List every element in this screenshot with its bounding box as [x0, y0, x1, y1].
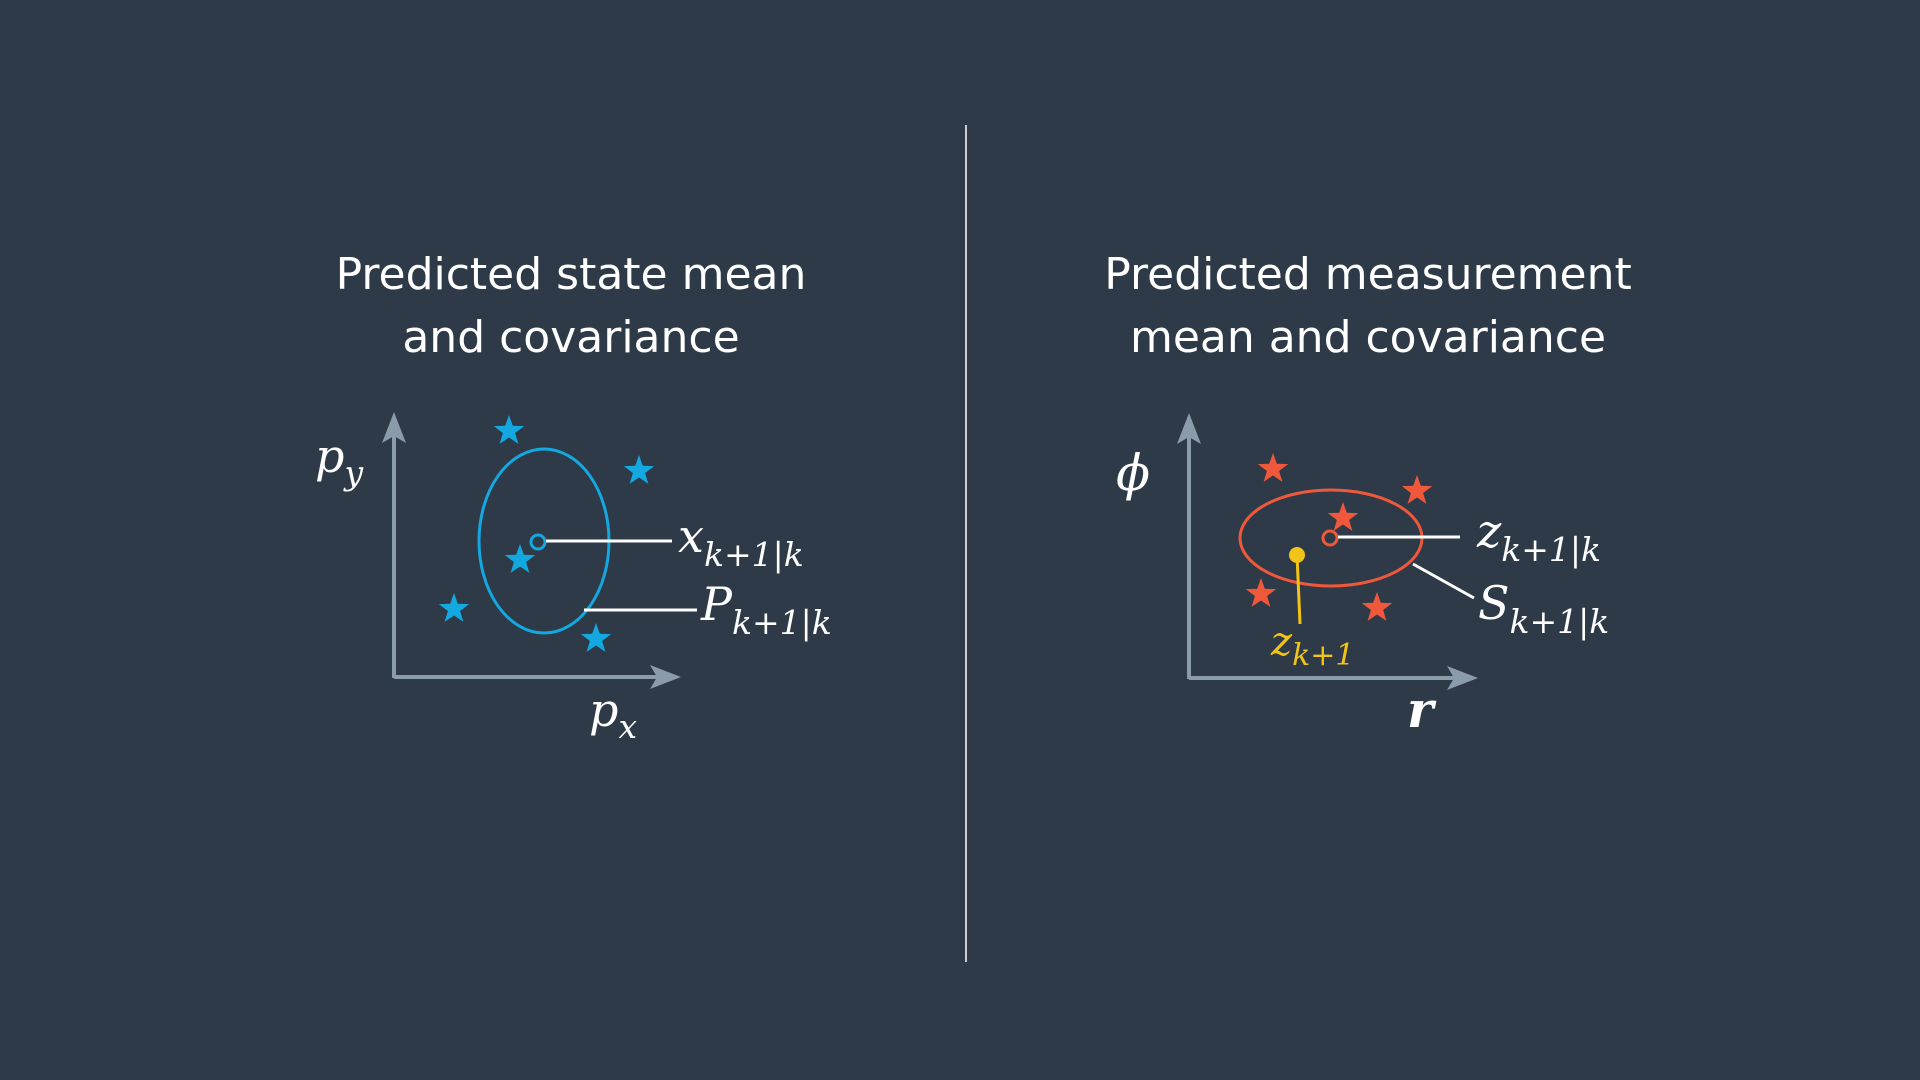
- sigma-point-star-icon: [504, 544, 536, 573]
- sigma-point-star-icon: [580, 623, 612, 652]
- measurement-mean-marker: [1321, 529, 1339, 547]
- sigma-point-star-icon: [438, 593, 470, 622]
- sigma-point-star-icon: [493, 415, 525, 444]
- measurement-covariance-label: Sk+1|k: [1478, 576, 1609, 641]
- sigma-point-star-icon: [1327, 502, 1359, 531]
- left-y-axis-label: py: [315, 429, 363, 492]
- left-y-arrow-icon: [382, 412, 406, 443]
- right-title-line2: mean and covariance: [1129, 312, 1607, 363]
- measurement-covariance-leader: [1412, 562, 1475, 600]
- right-title-line1: Predicted measurement: [1104, 249, 1632, 300]
- measurement-mean-label: zk+1|k: [1476, 504, 1601, 569]
- right-diagram: ϕ r zk+1|k Sk+1|k zk+1: [1116, 413, 1609, 739]
- measurement-stem: [1295, 554, 1302, 625]
- right-y-arrow-icon: [1177, 413, 1201, 444]
- measurement-point: [1289, 547, 1305, 563]
- sigma-point-star-icon: [1257, 453, 1289, 482]
- right-axes: [1177, 413, 1478, 690]
- panel-divider: [965, 125, 967, 962]
- state-mean-marker: [529, 533, 547, 551]
- right-x-arrow-icon: [1447, 666, 1478, 690]
- left-x-axis-label: px: [589, 683, 637, 746]
- left-axes: [382, 412, 681, 689]
- sigma-point-star-icon: [623, 455, 655, 484]
- right-panel-title: Predicted measurement mean and covarianc…: [1018, 243, 1718, 369]
- right-x-axis-label: r: [1407, 680, 1437, 739]
- left-title-line2: and covariance: [402, 312, 740, 363]
- state-mean-label: xk+1|k: [678, 509, 804, 574]
- right-y-axis-label: ϕ: [1116, 444, 1150, 502]
- left-panel-title: Predicted state mean and covariance: [221, 243, 921, 369]
- sigma-point-star-icon: [1401, 475, 1433, 504]
- state-covariance-label: Pk+1|k: [700, 577, 832, 642]
- sigma-point-star-icon: [1361, 592, 1393, 621]
- sigma-point-star-icon: [1245, 578, 1277, 607]
- measurement-label: zk+1: [1270, 619, 1354, 673]
- left-title-line1: Predicted state mean: [335, 249, 807, 300]
- left-x-arrow-icon: [650, 665, 681, 689]
- left-diagram: py px xk+1|k Pk+1|k: [315, 412, 832, 746]
